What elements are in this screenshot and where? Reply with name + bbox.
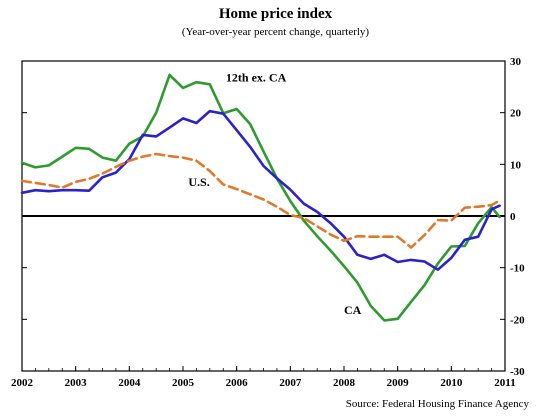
x-tick-label: 2007 xyxy=(279,377,302,389)
y-tick-label: -10 xyxy=(510,263,525,275)
x-tick-label: 2002 xyxy=(11,377,34,389)
x-tick-label: 2009 xyxy=(387,377,410,389)
x-tick-label: 2004 xyxy=(118,377,141,389)
series-line-u-s xyxy=(20,152,501,249)
x-tick-label: 2011 xyxy=(494,377,515,389)
source-note: Source: Federal Housing Finance Agency xyxy=(345,398,529,410)
y-tick-label: 10 xyxy=(510,159,522,171)
x-tick-label: 2005 xyxy=(172,377,195,389)
series-line-12th-ex-ca xyxy=(20,109,501,272)
y-tick-label: 30 xyxy=(510,56,522,68)
chart-subtitle: (Year-over-year percent change, quarterl… xyxy=(181,26,370,38)
x-tick-label: 2006 xyxy=(226,377,249,389)
series-label: U.S. xyxy=(188,175,209,189)
y-tick-label: -20 xyxy=(510,314,525,326)
x-tick-label: 2010 xyxy=(440,377,463,389)
chart-title: Home price index xyxy=(218,6,333,22)
x-tick-label: 2008 xyxy=(333,377,356,389)
series-line-ca xyxy=(20,73,501,322)
y-tick-label: 20 xyxy=(510,108,522,120)
y-tick-label: 0 xyxy=(510,211,516,223)
x-tick-label: 2003 xyxy=(65,377,88,389)
series-label: 12th ex. CA xyxy=(226,71,287,85)
y-tick-label: -30 xyxy=(510,366,525,378)
series-label: CA xyxy=(344,303,362,317)
